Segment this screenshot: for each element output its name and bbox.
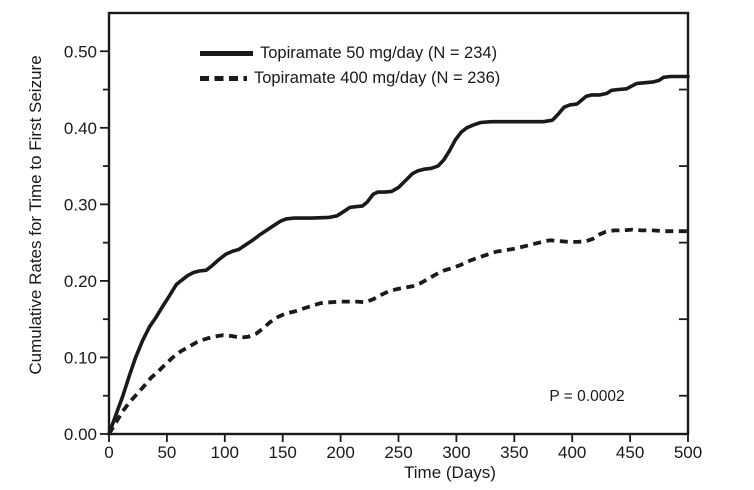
y-tick-label: 0.20 [64, 272, 97, 291]
x-tick-label: 350 [500, 443, 528, 462]
legend-label-topiramate-400: Topiramate 400 mg/day (N = 236) [254, 69, 501, 87]
p-value-annotation: P = 0.0002 [549, 388, 625, 405]
x-tick-label: 50 [157, 443, 176, 462]
x-tick-label: 400 [558, 443, 586, 462]
x-tick-label: 150 [269, 443, 297, 462]
x-tick-label: 100 [211, 443, 239, 462]
curve-topiramate-50 [107, 74, 690, 436]
y-tick-label: 0.50 [64, 42, 97, 61]
x-tick-label: 200 [326, 443, 354, 462]
x-tick-label: 250 [384, 443, 412, 462]
y-tick-label: 0.10 [64, 348, 97, 367]
legend: Topiramate 50 mg/day (N = 234) Topiramat… [200, 41, 500, 91]
y-axis-title: Cumulative Rates for Time to First Seizu… [26, 55, 45, 375]
x-tick-label: 300 [442, 443, 470, 462]
legend-label-topiramate-50: Topiramate 50 mg/day (N = 234) [260, 44, 498, 62]
x-axis-title: Time (Days) [404, 463, 496, 482]
solid-line-swatch [200, 51, 253, 56]
dashed-line-swatch [200, 76, 247, 81]
x-tick-label: 450 [616, 443, 644, 462]
legend-item-topiramate-50: Topiramate 50 mg/day (N = 234) [200, 41, 500, 66]
y-tick-label: 0.00 [64, 425, 97, 444]
x-tick-label: 0 [104, 443, 113, 462]
y-tick-label: 0.30 [64, 195, 97, 214]
y-tick-label: 0.40 [64, 119, 97, 138]
x-tick-label: 500 [674, 443, 702, 462]
legend-item-topiramate-400: Topiramate 400 mg/day (N = 236) [200, 66, 500, 91]
curve-topiramate-400 [107, 227, 688, 435]
